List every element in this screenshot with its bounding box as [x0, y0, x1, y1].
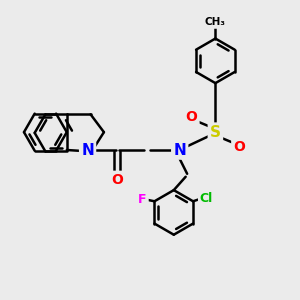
Text: Cl: Cl: [200, 192, 213, 205]
Text: S: S: [210, 125, 221, 140]
Text: CH₃: CH₃: [205, 17, 226, 27]
Text: O: O: [186, 110, 197, 124]
Text: F: F: [138, 193, 147, 206]
Text: N: N: [173, 142, 186, 158]
Text: O: O: [111, 173, 123, 187]
Text: N: N: [81, 142, 94, 158]
Text: O: O: [233, 140, 245, 154]
